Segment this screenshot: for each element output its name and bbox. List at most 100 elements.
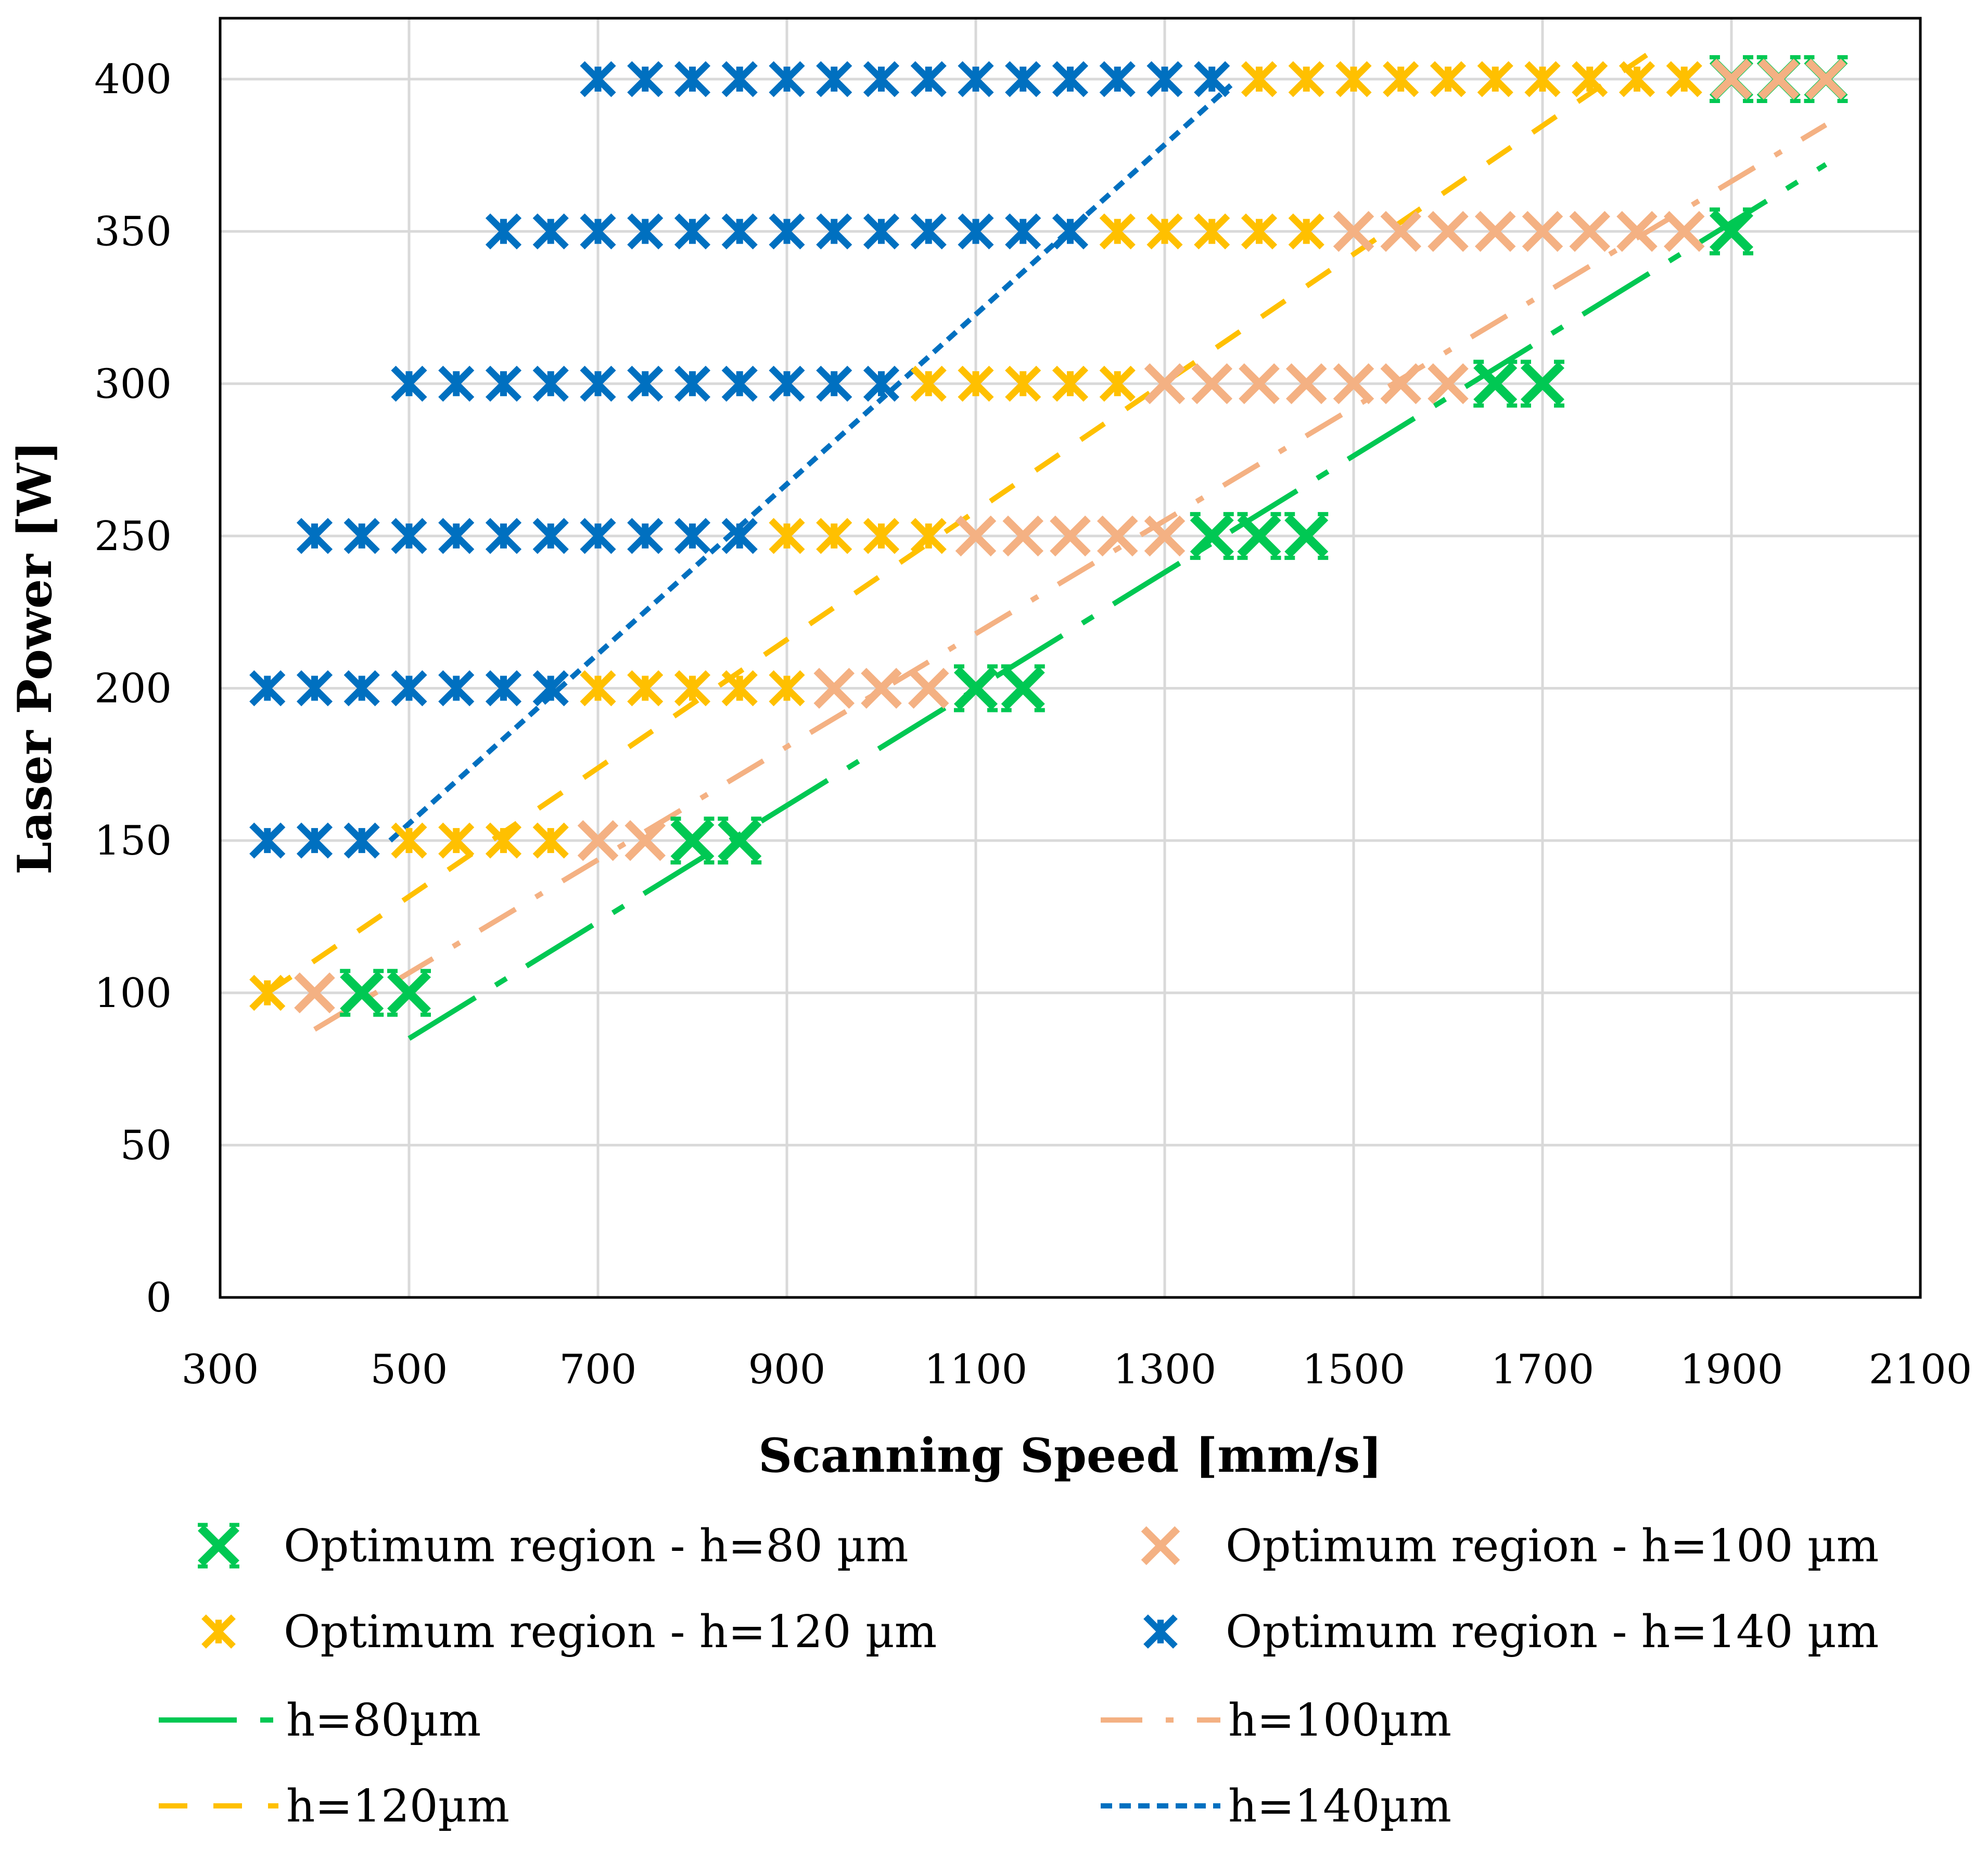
marker-shape bbox=[1190, 514, 1234, 558]
grid bbox=[220, 18, 1920, 1297]
data-point bbox=[1711, 58, 1752, 100]
tick-labels: 300 500 700 900 1100 1300 1500 1700 1900 2100 0 50 1… bbox=[94, 56, 1972, 1393]
legend-label: h=120µm bbox=[286, 1780, 509, 1832]
data-point bbox=[391, 822, 427, 859]
data-point bbox=[910, 518, 947, 554]
data-point bbox=[532, 670, 569, 707]
marker-shape bbox=[1144, 515, 1186, 557]
marker-shape bbox=[1097, 515, 1138, 557]
x-tick-label: 900 bbox=[748, 1346, 826, 1393]
data-point bbox=[627, 213, 664, 250]
marker-serifs bbox=[1804, 55, 1848, 104]
y-tick-label: 100 bbox=[94, 970, 172, 1017]
marker-serifs bbox=[1473, 360, 1518, 408]
marker-shape bbox=[1520, 362, 1565, 406]
marker-shape bbox=[1333, 211, 1374, 252]
data-point bbox=[910, 213, 947, 250]
legend-item: Optimum region - h=120 µm bbox=[201, 1606, 937, 1658]
data-point bbox=[1146, 61, 1183, 97]
data-point bbox=[813, 668, 855, 709]
marker-shape bbox=[294, 972, 335, 1014]
marker-shape bbox=[1522, 211, 1563, 252]
data-point bbox=[485, 213, 522, 250]
data-point bbox=[249, 670, 286, 707]
data-point bbox=[1333, 363, 1374, 404]
marker-shape bbox=[198, 1525, 239, 1566]
marker-shape bbox=[908, 668, 949, 709]
data-point bbox=[1569, 211, 1611, 252]
data-point bbox=[769, 61, 805, 97]
legend-item: Optimum region - h=80 µm bbox=[198, 1520, 909, 1572]
data-point bbox=[577, 820, 619, 861]
legend-item: Optimum region - h=100 µm bbox=[1141, 1520, 1879, 1572]
data-point bbox=[1619, 61, 1655, 97]
data-point bbox=[580, 61, 616, 97]
marker-shape bbox=[1711, 58, 1752, 100]
trend-line-7 bbox=[388, 83, 1233, 843]
data-point bbox=[816, 213, 852, 250]
y-axis-title: Laser Power [W] bbox=[7, 441, 62, 874]
legend-label: h=100µm bbox=[1228, 1695, 1451, 1747]
x-tick-label: 300 bbox=[182, 1346, 259, 1393]
data-point bbox=[580, 518, 616, 554]
data-point bbox=[627, 518, 664, 554]
data-point bbox=[438, 518, 475, 554]
data-point bbox=[294, 972, 335, 1014]
data-point bbox=[438, 365, 475, 402]
data-point bbox=[958, 61, 994, 97]
marker-shape bbox=[1616, 211, 1658, 252]
marker-shape bbox=[625, 820, 666, 861]
marker-shape bbox=[1237, 514, 1281, 558]
data-point bbox=[1099, 61, 1136, 97]
marker-shape bbox=[1141, 1526, 1180, 1565]
x-axis-title: Scanning Speed [mm/s] bbox=[758, 1428, 1382, 1483]
marker-serifs bbox=[954, 664, 998, 712]
marker-shape bbox=[1663, 211, 1705, 252]
marker-shape bbox=[1428, 363, 1469, 404]
data-point bbox=[1239, 363, 1280, 404]
data-point bbox=[1335, 61, 1372, 97]
data-point bbox=[908, 668, 949, 709]
marker-serifs bbox=[1001, 664, 1045, 712]
data-point bbox=[863, 365, 900, 402]
data-point bbox=[625, 820, 666, 861]
data-point bbox=[340, 969, 384, 1017]
marker-shape bbox=[1002, 515, 1044, 557]
data-point bbox=[296, 670, 333, 707]
data-point bbox=[674, 213, 711, 250]
data-point bbox=[1430, 61, 1467, 97]
legend-item: h=80µm bbox=[159, 1695, 481, 1747]
marker-shape bbox=[861, 668, 902, 709]
data-point bbox=[1001, 664, 1045, 712]
legend-label: Optimum region - h=80 µm bbox=[284, 1520, 909, 1572]
data-point bbox=[343, 670, 380, 707]
data-point bbox=[674, 518, 711, 554]
marker-serifs bbox=[387, 969, 431, 1017]
data-point bbox=[391, 365, 427, 402]
data-point bbox=[1383, 61, 1419, 97]
data-point bbox=[863, 518, 900, 554]
data-point bbox=[816, 61, 852, 97]
marker-shape bbox=[1805, 58, 1846, 100]
data-point bbox=[1005, 61, 1041, 97]
data-point bbox=[816, 518, 852, 554]
marker-serifs bbox=[1756, 55, 1801, 104]
legend-label: Optimum region - h=120 µm bbox=[284, 1606, 937, 1658]
data-point bbox=[249, 975, 286, 1011]
data-point bbox=[674, 670, 711, 707]
data-point bbox=[485, 670, 522, 707]
data-point bbox=[958, 213, 994, 250]
marker-serifs bbox=[198, 1523, 239, 1569]
data-point bbox=[627, 365, 664, 402]
data-point bbox=[387, 969, 431, 1017]
y-tick-label: 200 bbox=[94, 666, 172, 712]
data-point bbox=[580, 365, 616, 402]
x-tick-label: 1700 bbox=[1491, 1346, 1595, 1393]
data-point bbox=[296, 822, 333, 859]
marker-serifs bbox=[1237, 512, 1281, 560]
data-point bbox=[816, 365, 852, 402]
marker-serifs bbox=[1190, 512, 1234, 560]
data-point bbox=[1144, 515, 1186, 557]
data-point bbox=[1663, 211, 1705, 252]
